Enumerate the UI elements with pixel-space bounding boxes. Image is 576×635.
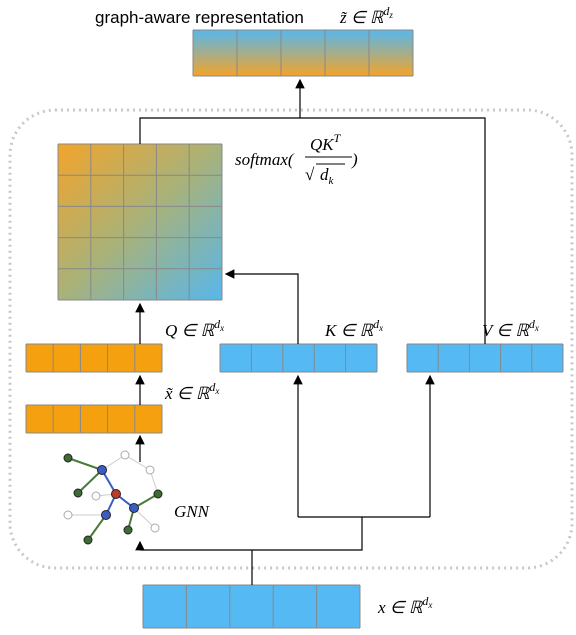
x-tilde-vector <box>26 405 162 433</box>
svg-text:√: √ <box>305 165 315 184</box>
v-vector <box>407 344 563 372</box>
label-base: Q ∈ ℝ <box>165 321 216 340</box>
v-label: V ∈ ℝdx <box>482 317 539 340</box>
label-base: V ∈ ℝ <box>482 321 530 340</box>
gnn-graph <box>64 451 162 544</box>
x-vector <box>143 585 360 628</box>
softmax-label: softmax( QKT √ dk ) <box>235 131 358 187</box>
svg-text:): ) <box>351 150 358 169</box>
title: graph-aware representation <box>95 8 304 27</box>
label-sub: x <box>378 323 383 333</box>
label-base: x ∈ ℝ <box>377 598 424 617</box>
z-label: z̃ ∈ ℝdz <box>339 4 393 27</box>
svg-text:dk: dk <box>320 165 335 187</box>
k-label: K ∈ ℝdx <box>324 317 383 340</box>
k-vector <box>220 344 377 372</box>
svg-text:QKT: QKT <box>310 131 342 154</box>
label-base: x̃ ∈ ℝ <box>164 384 211 403</box>
svg-text:softmax(: softmax( <box>235 150 295 169</box>
attention-matrix <box>58 144 222 300</box>
label-sub: x <box>427 600 432 610</box>
label-sub: x <box>214 386 219 396</box>
xt-label: x̃ ∈ ℝdx <box>164 380 219 403</box>
q-vector <box>26 344 162 372</box>
label-base: K ∈ ℝ <box>324 321 375 340</box>
gnn-label: GNN <box>174 502 211 521</box>
label-sub: x <box>534 323 539 333</box>
q-label: Q ∈ ℝdx <box>165 317 224 340</box>
x-label: x ∈ ℝdx <box>377 594 432 617</box>
label-sub: x <box>219 323 224 333</box>
z-vector <box>193 30 413 76</box>
diagram: graph-aware representation z̃ ∈ ℝdz soft… <box>0 0 576 635</box>
